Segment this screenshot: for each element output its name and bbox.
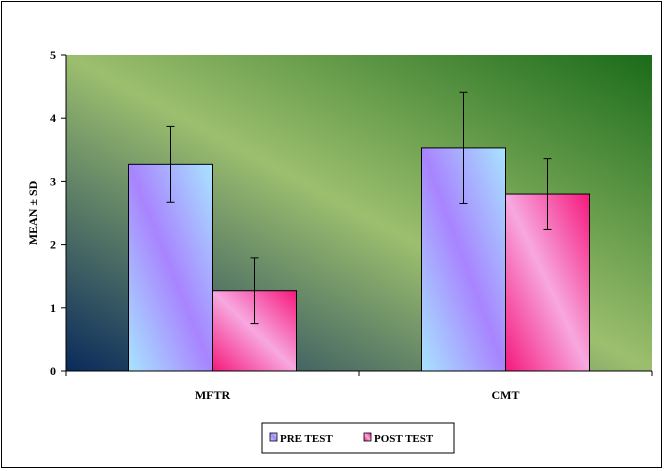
y-tick-label: 5 [50, 48, 56, 62]
x-tick-label: MFTR [195, 388, 231, 402]
legend-box [261, 422, 455, 454]
y-axis-label: MEAN ± SD [26, 180, 40, 245]
y-axis: 0 1 2 3 4 5 [50, 48, 67, 378]
legend-label-post-test: POST TEST [374, 433, 434, 445]
y-tick-label: 0 [50, 364, 56, 378]
y-tick-label: 4 [50, 111, 56, 125]
x-tick-label: CMT [492, 388, 520, 402]
legend-label-pre-test: PRE TEST [280, 433, 333, 445]
y-tick-label: 1 [50, 301, 56, 315]
legend-swatch-pre-test [269, 432, 278, 442]
legend: PRE TEST POST TEST [261, 422, 455, 454]
x-axis: MFTR CMT [65, 370, 653, 402]
y-tick-label: 3 [50, 174, 56, 188]
y-tick-label: 2 [50, 238, 56, 252]
legend-swatch-post-test [363, 432, 372, 442]
bars [128, 91, 590, 372]
